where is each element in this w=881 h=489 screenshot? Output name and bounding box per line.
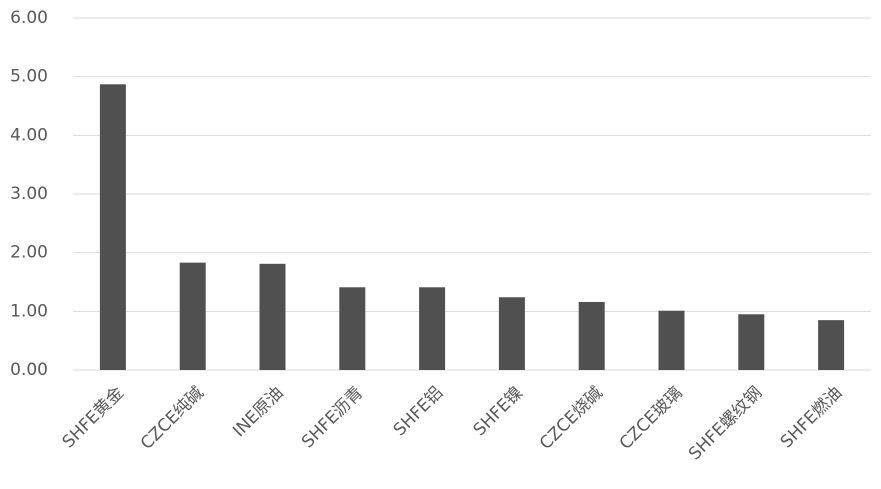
y-tick-label: 1.00 bbox=[10, 301, 48, 321]
x-tick-label: SHFE沥青 bbox=[298, 383, 367, 452]
x-tick-label: CZCE烧碱 bbox=[536, 383, 607, 454]
y-tick-label: 0.00 bbox=[10, 360, 48, 380]
x-tick-label: CZCE纯碱 bbox=[137, 383, 208, 454]
bar bbox=[339, 287, 366, 370]
bar bbox=[179, 262, 206, 370]
x-tick-label: SHFE螺纹钢 bbox=[685, 383, 766, 464]
bar bbox=[419, 287, 446, 370]
x-tick-label: SHFE镍 bbox=[470, 383, 527, 440]
bar bbox=[658, 310, 685, 370]
bar bbox=[498, 297, 525, 370]
x-tick-label: CZCE玻璃 bbox=[616, 383, 687, 454]
x-tick-label: SHFE燃油 bbox=[777, 383, 846, 452]
bar bbox=[259, 263, 286, 370]
bar bbox=[818, 320, 845, 370]
x-tick-label: INE原油 bbox=[229, 383, 287, 441]
bar bbox=[99, 84, 126, 370]
x-tick-label: SHFE铝 bbox=[390, 383, 447, 440]
bar bbox=[578, 301, 605, 370]
y-tick-label: 5.00 bbox=[10, 67, 48, 87]
y-tick-label: 2.00 bbox=[10, 243, 48, 263]
y-tick-label: 6.00 bbox=[10, 8, 48, 28]
x-tick-label: SHFE黄金 bbox=[59, 383, 128, 452]
bar bbox=[738, 314, 765, 370]
y-tick-label: 4.00 bbox=[10, 125, 48, 145]
y-tick-label: 3.00 bbox=[10, 184, 48, 204]
